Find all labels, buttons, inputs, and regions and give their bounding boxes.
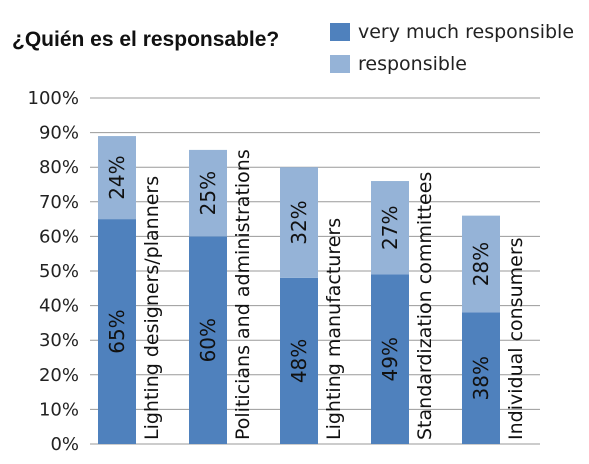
- bar-responsible-individual-consumers: [462, 215, 500, 313]
- bar-responsible-politicians-and-administrations: [189, 149, 227, 237]
- bar-responsible-standardization-committees: [371, 181, 409, 275]
- y-tick-label: 10%: [39, 399, 79, 420]
- y-tick-label: 70%: [39, 192, 79, 213]
- data-label-responsible-individual-consumers: 28%: [469, 242, 493, 286]
- y-tick-label: 20%: [39, 365, 79, 386]
- y-axis-tick-labels: 0% 10% 20% 30% 40% 50% 60% 70% 80% 90% 100%: [28, 88, 79, 455]
- chart-title: ¿Quién es el responsable?: [12, 28, 279, 51]
- y-tick-label: 50%: [39, 261, 79, 282]
- legend-label-responsible: responsible: [358, 53, 467, 75]
- category-label-lighting-designers-planners: Lighting designers/planners: [141, 176, 163, 440]
- data-label-very-much-responsible-standardization-committees: 49%: [378, 337, 402, 381]
- data-labels: 65% 24% 60% 25% 48% 32% 49% 27% 38% 28%: [105, 155, 493, 400]
- data-label-responsible-politicians-and-administrations: 25%: [196, 171, 220, 215]
- y-tick-label: 80%: [39, 157, 79, 178]
- data-label-very-much-responsible-lighting-designers-planners: 65%: [105, 309, 129, 353]
- y-tick-label: 90%: [39, 123, 79, 144]
- legend-swatch-responsible: [330, 55, 350, 73]
- data-label-responsible-lighting-designers-planners: 24%: [105, 155, 129, 199]
- data-label-very-much-responsible-lighting-manufacturers: 48%: [287, 339, 311, 383]
- legend-swatch-very-much-responsible: [330, 23, 350, 41]
- y-tick-label: 40%: [39, 296, 79, 317]
- bar-very-much-responsible-lighting-designers-planners: [98, 219, 136, 444]
- data-label-very-much-responsible-individual-consumers: 38%: [469, 356, 493, 400]
- bar-very-much-responsible-standardization-committees: [371, 274, 409, 444]
- y-tick-label: 100%: [28, 88, 79, 109]
- category-label-lighting-manufacturers: Lighting manufacturers: [323, 218, 345, 440]
- y-tick-label: 0%: [50, 434, 79, 455]
- y-tick-label: 60%: [39, 226, 79, 247]
- bar-responsible-lighting-manufacturers: [280, 167, 318, 278]
- bars: [98, 136, 500, 444]
- category-label-individual-consumers: Individual consumers: [505, 237, 527, 440]
- data-label-responsible-lighting-manufacturers: 32%: [287, 200, 311, 244]
- category-label-standardization-committees: Standardization committees: [414, 172, 436, 440]
- legend-label-very-much-responsible: very much responsible: [358, 21, 574, 43]
- y-tick-label: 30%: [39, 330, 79, 351]
- bar-responsible-lighting-designers-planners: [98, 136, 136, 220]
- bar-very-much-responsible-individual-consumers: [462, 312, 500, 444]
- bar-very-much-responsible-lighting-manufacturers: [280, 277, 318, 444]
- category-label-politicians-and-administrations: Politicians and administrations: [232, 149, 254, 440]
- bar-very-much-responsible-politicians-and-administrations: [189, 236, 227, 444]
- legend: very much responsible responsible: [330, 21, 574, 75]
- data-label-very-much-responsible-politicians-and-administrations: 60%: [196, 318, 220, 362]
- data-label-responsible-standardization-committees: 27%: [378, 206, 402, 250]
- category-labels: Lighting designers/planners Politicians a…: [141, 149, 527, 440]
